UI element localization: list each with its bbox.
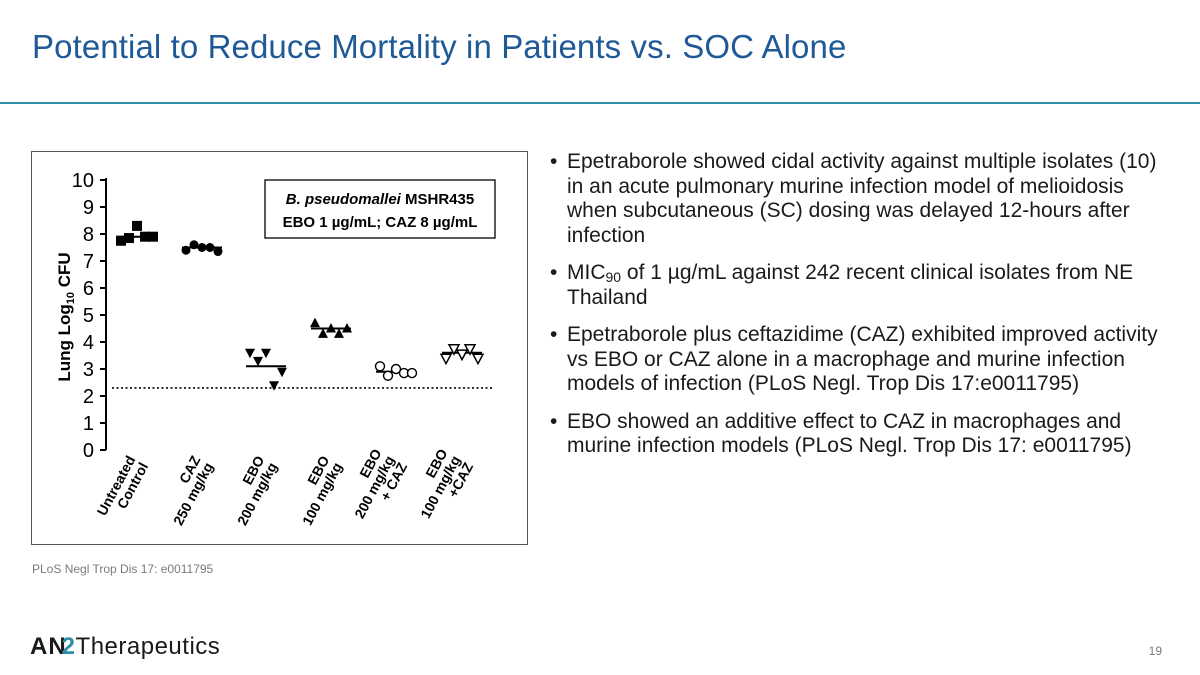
data-point (140, 231, 150, 242)
data-series-group: EBO100 mg/kg (286, 317, 352, 528)
data-point (406, 367, 418, 379)
source-citation: PLoS Negl Trop Dis 17: e0011795 (32, 562, 214, 576)
bullet-item: Epetraborole showed cidal activity again… (545, 150, 1175, 248)
y-tick-label: 10 (72, 170, 94, 192)
y-tick-label: 2 (83, 386, 94, 408)
data-point (455, 349, 469, 362)
annotation-line-1: B. pseudomallei MSHR435 (286, 191, 474, 208)
data-point (213, 247, 223, 257)
x-tick-label: EBO200 mg/kg+ CAZ (338, 446, 410, 528)
bullet-item: EBO showed an additive effect to CAZ in … (545, 410, 1175, 459)
bullet-item: Epetraborole plus ceftazidime (CAZ) exhi… (545, 323, 1175, 397)
chart-panel: 0 1 2 3 4 5 6 7 8 9 10 Lung Log10 CFU B. pseudomalle… (31, 151, 528, 545)
data-point (374, 361, 386, 372)
data-point (181, 245, 191, 255)
data-series-group: UntreatedControl (94, 220, 158, 525)
data-point (326, 323, 336, 333)
data-point (197, 243, 207, 252)
y-tick-label: 0 (83, 440, 94, 462)
company-logo: AN2Therapeutics (30, 633, 221, 660)
data-point (124, 233, 134, 244)
data-series-group: EBO200 mg/kg+ CAZ (338, 361, 418, 528)
data-point (253, 356, 263, 367)
y-tick-label: 5 (83, 305, 94, 327)
data-point (189, 240, 199, 250)
data-series-group: CAZ250 mg/kg (157, 240, 223, 528)
y-tick-label: 8 (83, 224, 94, 246)
data-point (471, 353, 485, 366)
x-tick-label: CAZ250 mg/kg (157, 453, 216, 528)
bullet-list: Epetraborole showed cidal activity again… (545, 150, 1175, 472)
data-point (390, 363, 402, 375)
y-tick-label: 3 (83, 359, 94, 381)
data-point (277, 367, 287, 378)
data-point (342, 323, 352, 333)
data-point (245, 348, 255, 359)
y-tick-label: 9 (83, 197, 94, 219)
x-tick-label: EBO100 mg/kg+CAZ (404, 446, 476, 528)
annotation-border (264, 179, 496, 239)
x-tick-label: EBO200 mg/kg (221, 453, 280, 528)
data-point (382, 370, 394, 381)
data-point (148, 231, 158, 242)
y-tick-label: 1 (83, 413, 94, 435)
data-point (116, 235, 126, 246)
y-axis-label: Lung Log10 CFU (55, 252, 77, 381)
x-tick-label: UntreatedControl (94, 453, 152, 525)
title-divider (0, 102, 1200, 104)
slide-title: Potential to Reduce Mortality in Patient… (32, 28, 847, 65)
page-number: 19 (1148, 644, 1162, 658)
data-point (334, 328, 344, 338)
y-tick-label: 7 (83, 251, 94, 273)
data-point (439, 353, 453, 366)
data-point (269, 381, 279, 391)
x-tick-label: EBO100 mg/kg (286, 453, 345, 528)
data-point (205, 243, 215, 252)
annotation-line-2: EBO 1 µg/mL; CAZ 8 µg/mL (283, 214, 478, 231)
data-point (463, 344, 477, 356)
data-point (261, 348, 271, 359)
data-series-group: EBO200 mg/kg (221, 348, 287, 528)
data-point (310, 317, 320, 328)
annotation-box: B. pseudomallei MSHR435 EBO 1 µg/mL; CAZ … (264, 179, 496, 239)
y-tick-label: 4 (83, 332, 94, 354)
bullet-item: MIC90 of 1 µg/mL against 242 recent clin… (545, 261, 1175, 310)
scatter-chart: 0 1 2 3 4 5 6 7 8 9 10 Lung Log10 CFU B. pseudomalle… (55, 170, 496, 528)
y-tick-label: 6 (83, 278, 94, 300)
data-point (132, 220, 142, 231)
data-point (318, 328, 328, 338)
